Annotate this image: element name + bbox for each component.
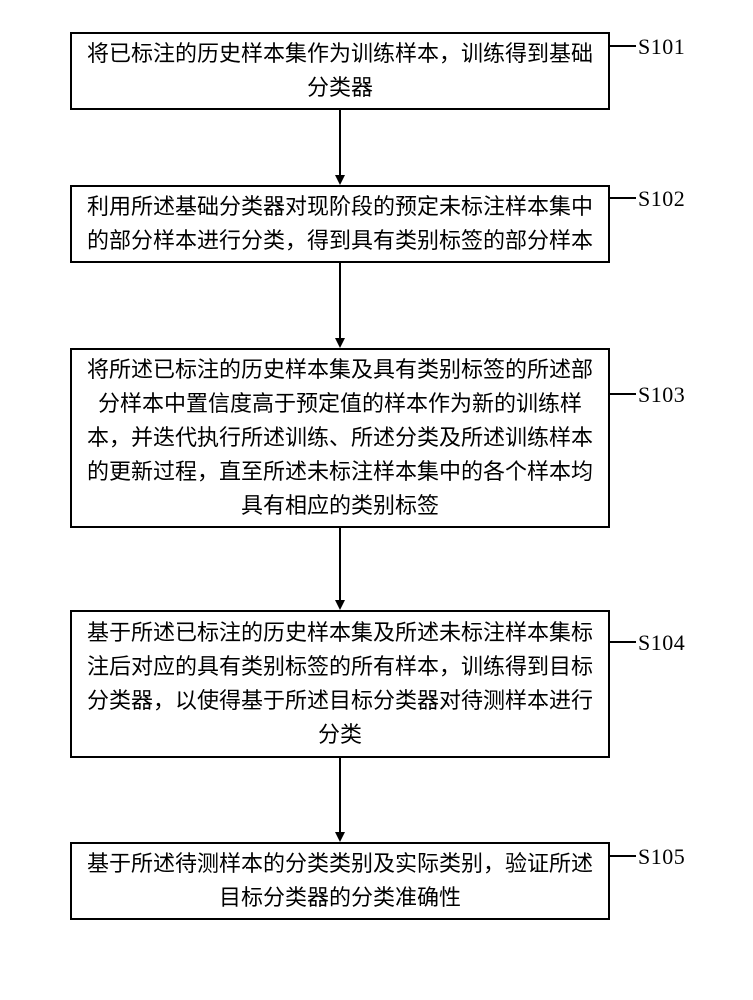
- node-text: 基于所述待测样本的分类类别及实际类别，验证所述目标分类器的分类准确性: [86, 847, 594, 915]
- flowchart-node-s102: 利用所述基础分类器对现阶段的预定未标注样本集中的部分样本进行分类，得到具有类别标…: [70, 185, 610, 263]
- step-label-s104: S104: [638, 630, 685, 656]
- flowchart-canvas: 将已标注的历史样本集作为训练样本，训练得到基础分类器 S101 利用所述基础分类…: [0, 0, 753, 1000]
- flowchart-node-s103: 将所述已标注的历史样本集及具有类别标签的所述部分样本中置信度高于预定值的样本作为…: [70, 348, 610, 528]
- node-text: 利用所述基础分类器对现阶段的预定未标注样本集中的部分样本进行分类，得到具有类别标…: [86, 190, 594, 258]
- step-label-s102: S102: [638, 186, 685, 212]
- step-label-s101: S101: [638, 34, 685, 60]
- node-text: 将所述已标注的历史样本集及具有类别标签的所述部分样本中置信度高于预定值的样本作为…: [86, 353, 594, 523]
- flowchart-node-s104: 基于所述已标注的历史样本集及所述未标注样本集标注后对应的具有类别标签的所有样本，…: [70, 610, 610, 758]
- step-label-s105: S105: [638, 844, 685, 870]
- node-text: 基于所述已标注的历史样本集及所述未标注样本集标注后对应的具有类别标签的所有样本，…: [86, 616, 594, 752]
- node-text: 将已标注的历史样本集作为训练样本，训练得到基础分类器: [86, 37, 594, 105]
- flowchart-node-s101: 将已标注的历史样本集作为训练样本，训练得到基础分类器: [70, 32, 610, 110]
- step-label-s103: S103: [638, 382, 685, 408]
- flowchart-node-s105: 基于所述待测样本的分类类别及实际类别，验证所述目标分类器的分类准确性: [70, 842, 610, 920]
